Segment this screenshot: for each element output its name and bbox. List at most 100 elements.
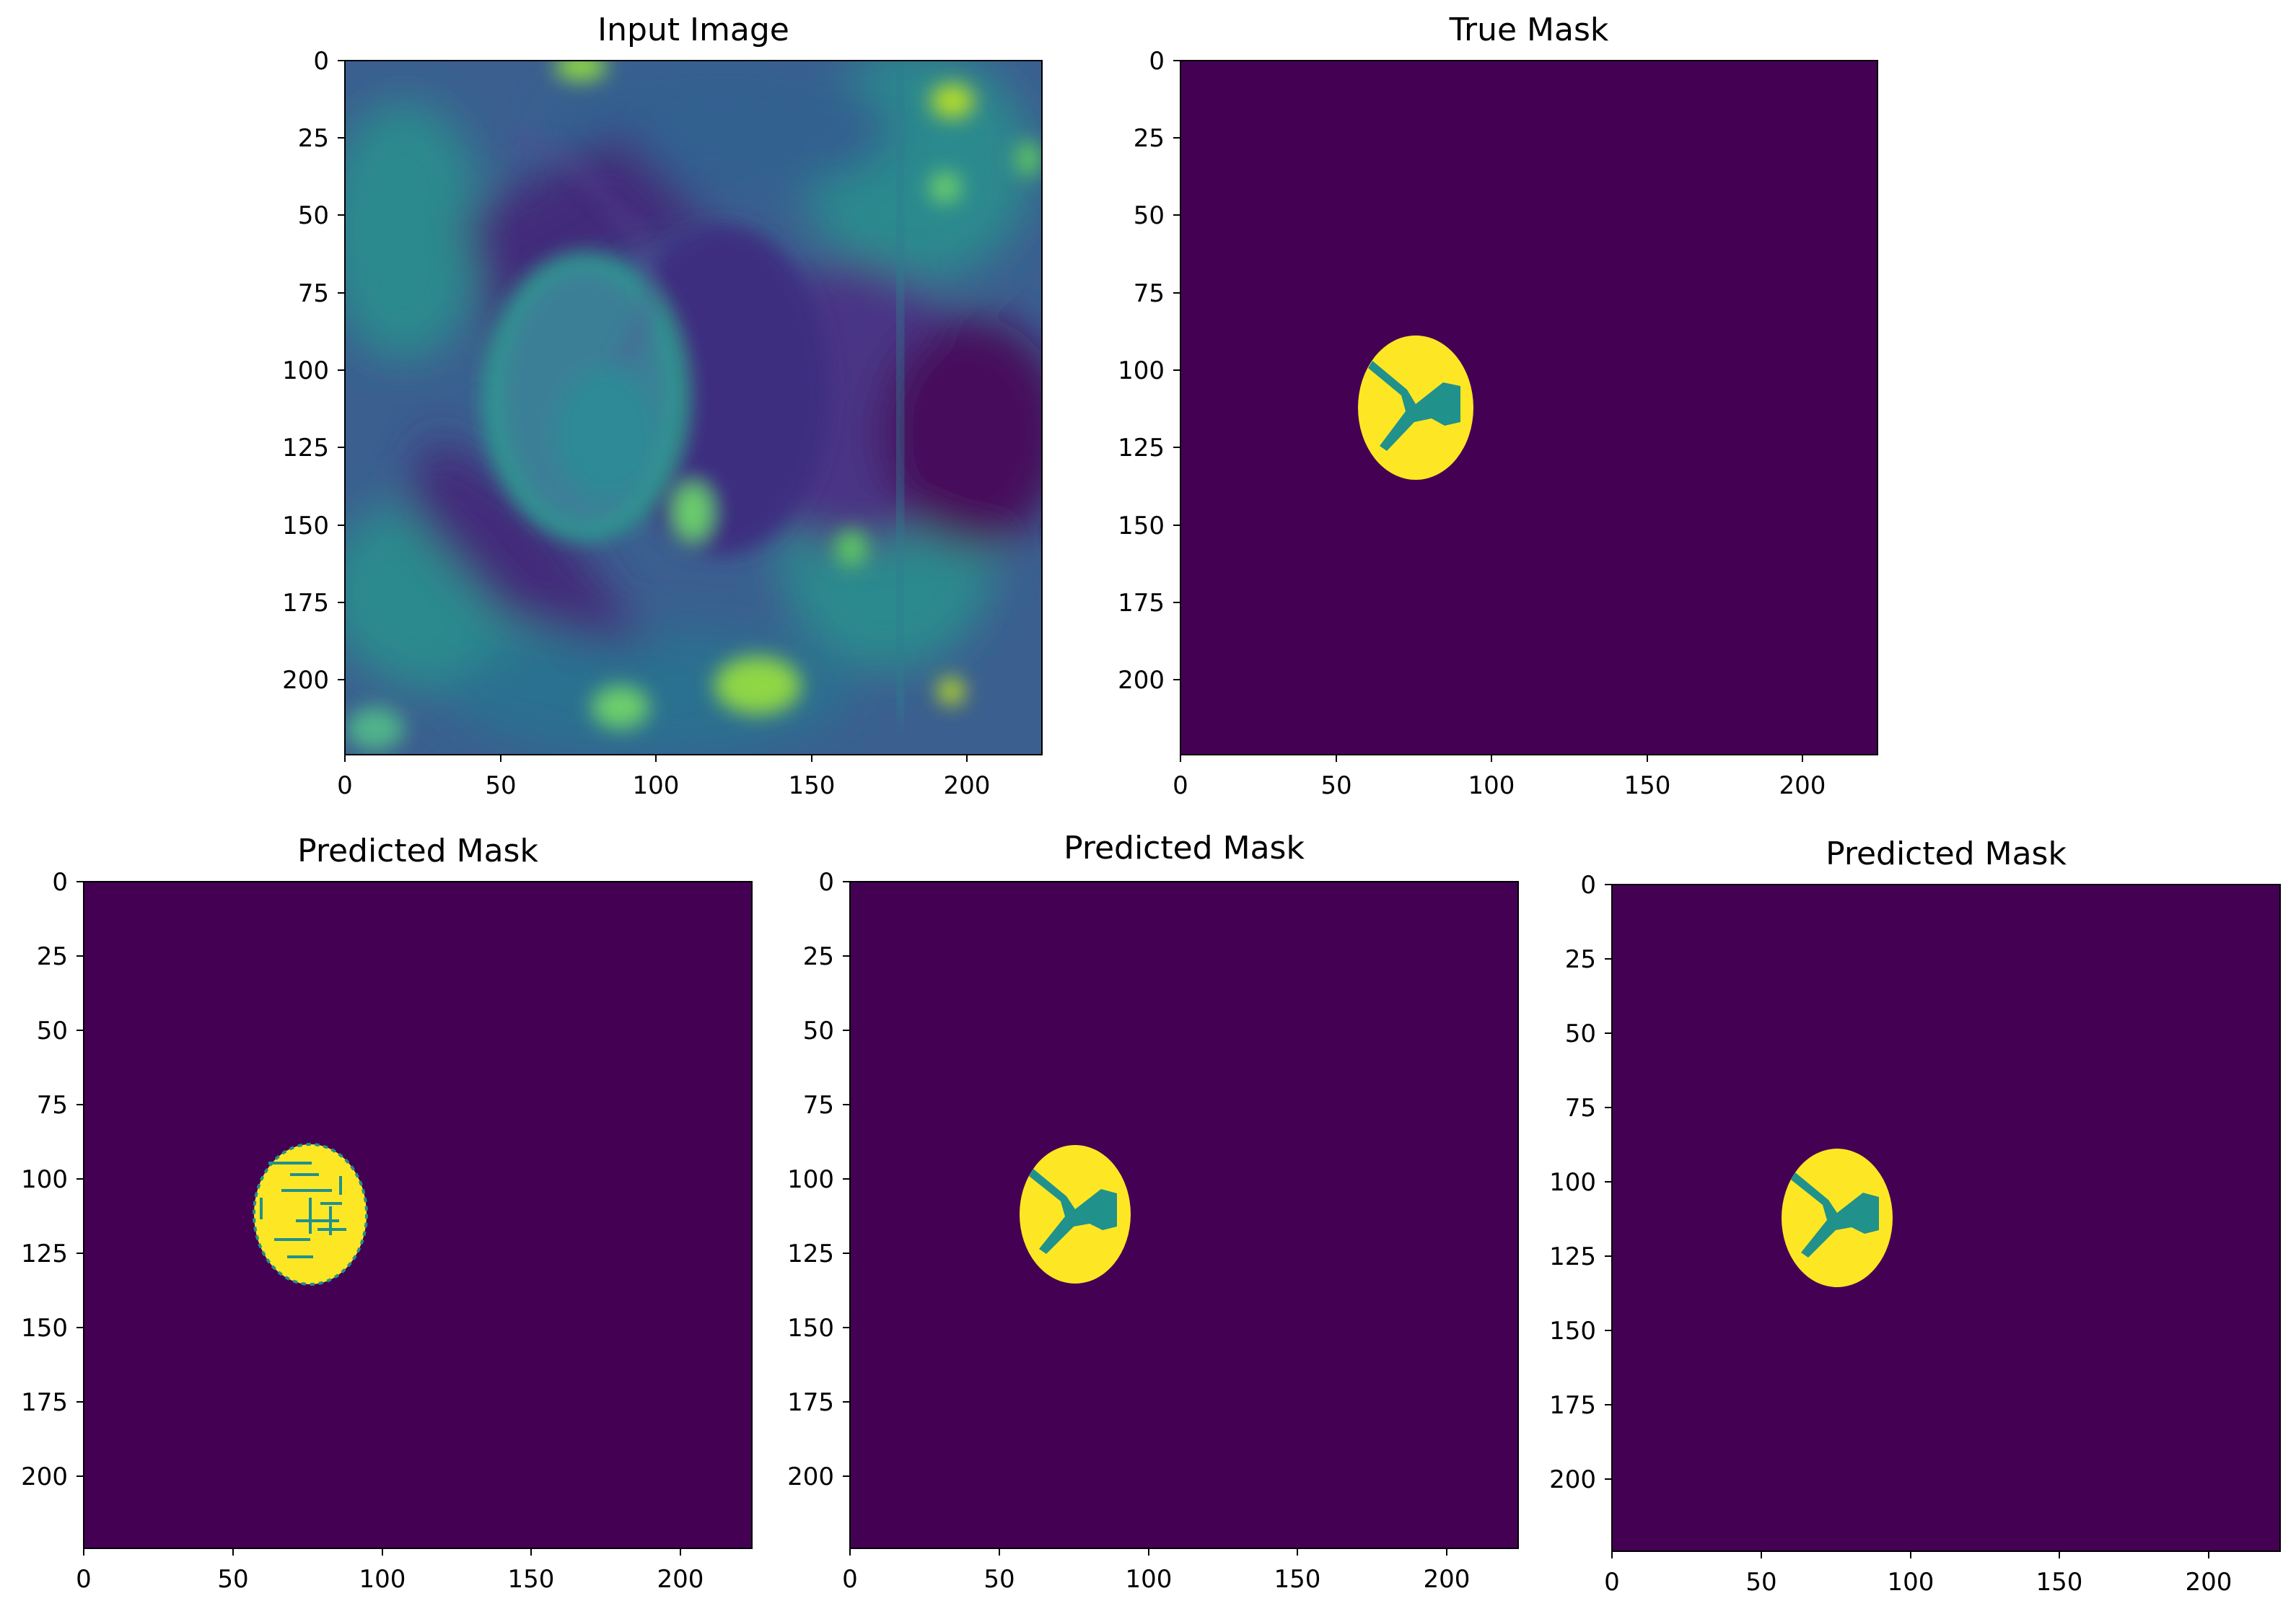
y-tick-label: 150 <box>282 512 329 540</box>
x-tick-label: 50 <box>983 1565 1015 1594</box>
y-tick-label: 100 <box>1118 356 1165 385</box>
x-tick-label: 50 <box>1320 771 1351 800</box>
mask-image <box>850 882 1518 1548</box>
y-tick-label: 25 <box>37 942 68 971</box>
y-tick-label: 100 <box>1549 1168 1596 1197</box>
x-tick-label: 0 <box>1173 771 1188 800</box>
y-tick-label: 200 <box>1549 1465 1596 1494</box>
y-tick-label: 100 <box>282 356 329 385</box>
y-tick-label: 75 <box>1134 279 1165 308</box>
y-tick-label: 150 <box>21 1314 68 1343</box>
x-tick-label: 150 <box>1274 1565 1321 1594</box>
x-tick-label: 0 <box>76 1565 92 1594</box>
mask-inner-structure <box>1029 1169 1117 1254</box>
x-tick-label: 100 <box>1468 771 1515 800</box>
x-ticks: 0 50 100 150 200 <box>76 1548 704 1594</box>
y-tick-label: 75 <box>37 1091 68 1120</box>
mask-inner-structure <box>1368 361 1460 451</box>
x-ticks: 0 50 100 150 200 <box>842 1548 1470 1594</box>
y-tick-label: 175 <box>1549 1391 1596 1420</box>
y-tick-label: 125 <box>282 434 329 462</box>
y-tick-label: 125 <box>1118 434 1165 462</box>
y-ticks: 0 25 50 75 100 125 150 175 200 <box>282 47 345 695</box>
panel-true-mask: True Mask 0 50 100 150 200 <box>1118 12 1878 800</box>
y-tick-label: 25 <box>803 942 834 971</box>
y-tick-label: 175 <box>787 1388 834 1417</box>
y-tick-label: 0 <box>52 868 68 897</box>
x-tick-label: 150 <box>789 771 836 800</box>
x-tick-label: 100 <box>633 771 680 800</box>
panel-predicted-mask-1: Predicted Mask <box>21 833 753 1594</box>
x-tick-label: 0 <box>842 1565 858 1594</box>
y-tick-label: 0 <box>1149 47 1165 76</box>
y-tick-label: 175 <box>1118 589 1165 618</box>
y-tick-label: 100 <box>21 1165 68 1194</box>
y-tick-label: 50 <box>37 1017 68 1045</box>
y-tick-label: 125 <box>21 1240 68 1268</box>
y-tick-label: 200 <box>787 1462 834 1491</box>
panel-title: Predicted Mask <box>1826 835 2067 872</box>
y-tick-label: 0 <box>818 868 834 897</box>
x-tick-label: 100 <box>1126 1565 1173 1594</box>
y-tick-label: 75 <box>298 279 329 308</box>
x-tick-label: 0 <box>337 771 353 800</box>
y-tick-label: 200 <box>282 666 329 695</box>
panel-title: Predicted Mask <box>1064 830 1305 867</box>
y-tick-label: 50 <box>803 1017 834 1045</box>
panel-title: Predicted Mask <box>297 833 538 869</box>
x-tick-label: 200 <box>1779 771 1826 800</box>
y-tick-label: 125 <box>1549 1242 1596 1271</box>
x-tick-label: 50 <box>217 1565 248 1594</box>
y-ticks: 0 25 50 75 100 125 150 175 200 <box>21 868 84 1491</box>
x-tick-label: 150 <box>508 1565 555 1594</box>
y-tick-label: 175 <box>282 589 329 618</box>
x-tick-label: 50 <box>1745 1568 1776 1597</box>
mask-noise <box>260 1162 346 1258</box>
x-tick-label: 150 <box>2036 1568 2083 1597</box>
x-tick-label: 50 <box>485 771 516 800</box>
y-tick-label: 75 <box>1565 1094 1596 1123</box>
x-tick-label: 100 <box>359 1565 406 1594</box>
y-tick-label: 50 <box>1565 1019 1596 1048</box>
x-ticks: 0 50 100 150 200 <box>337 755 990 800</box>
y-tick-label: 25 <box>1565 945 1596 974</box>
y-tick-label: 0 <box>313 47 329 76</box>
x-tick-label: 150 <box>1624 771 1671 800</box>
panel-input-image: Input Image <box>282 12 1043 800</box>
y-tick-label: 0 <box>1580 871 1596 900</box>
mask-image <box>1180 61 1877 755</box>
y-tick-label: 150 <box>787 1314 834 1343</box>
x-tick-label: 200 <box>1424 1565 1471 1594</box>
mask-image <box>84 882 752 1548</box>
y-ticks: 0 25 50 75 100 125 150 175 200 <box>787 868 850 1491</box>
y-tick-label: 75 <box>803 1091 834 1120</box>
x-tick-label: 200 <box>944 771 991 800</box>
panel-title: True Mask <box>1449 12 1609 48</box>
y-tick-label: 150 <box>1549 1317 1596 1346</box>
mask-inner-structure <box>1791 1172 1879 1258</box>
x-tick-label: 200 <box>657 1565 704 1594</box>
panel-predicted-mask-2: Predicted Mask 0 50 100 150 200 <box>787 830 1519 1594</box>
y-tick-label: 100 <box>787 1165 834 1194</box>
x-ticks: 0 50 100 150 200 <box>1173 755 1826 800</box>
y-ticks: 0 25 50 75 100 125 150 175 200 <box>1549 871 1612 1494</box>
y-tick-label: 25 <box>298 124 329 153</box>
y-tick-label: 200 <box>21 1462 68 1491</box>
x-tick-label: 0 <box>1604 1568 1620 1597</box>
y-tick-label: 200 <box>1118 666 1165 695</box>
y-tick-label: 125 <box>787 1240 834 1268</box>
y-tick-label: 50 <box>1134 201 1165 230</box>
y-tick-label: 50 <box>298 201 329 230</box>
y-ticks: 0 25 50 75 100 125 150 175 200 <box>1118 47 1180 695</box>
y-tick-label: 175 <box>21 1388 68 1417</box>
y-tick-label: 150 <box>1118 512 1165 540</box>
x-ticks: 0 50 100 150 200 <box>1604 1551 2232 1597</box>
panel-title: Input Image <box>597 12 789 48</box>
x-tick-label: 100 <box>1888 1568 1934 1597</box>
panel-predicted-mask-3: Predicted Mask 0 50 100 150 200 <box>1549 835 2281 1597</box>
x-tick-label: 200 <box>2186 1568 2233 1597</box>
y-tick-label: 25 <box>1134 124 1165 153</box>
mask-image <box>1612 885 2280 1551</box>
mri-image <box>345 61 1042 755</box>
